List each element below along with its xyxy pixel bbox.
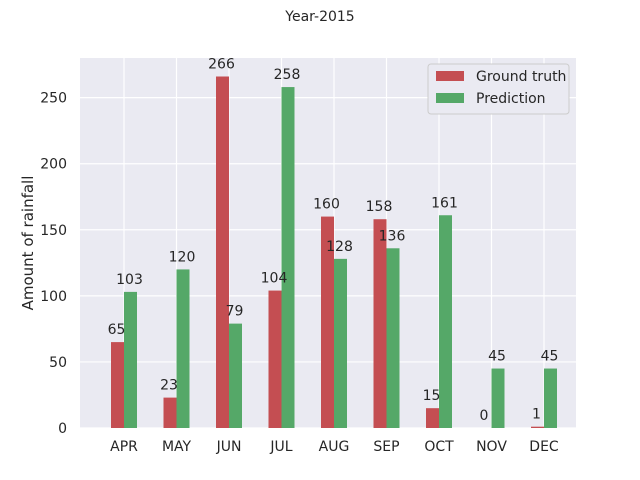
x-tick-label: JUN (216, 439, 242, 455)
bar (531, 426, 544, 428)
data-label: 79 (226, 304, 244, 320)
data-label: 104 (261, 271, 288, 287)
bar (321, 216, 334, 428)
data-label: 258 (274, 67, 301, 83)
legend-label: Ground truth (476, 69, 566, 85)
y-tick-label: 0 (58, 421, 67, 437)
bar (491, 368, 505, 428)
x-tick-label: NOV (476, 439, 507, 455)
bar (229, 323, 242, 428)
y-axis: 0 50 100 150 200 250 (40, 91, 67, 437)
data-label: 0 (480, 408, 489, 424)
bar (111, 342, 124, 428)
data-label: 15 (423, 388, 441, 404)
data-label: 136 (379, 228, 406, 244)
bars (111, 76, 557, 429)
y-tick-label: 100 (40, 289, 67, 305)
x-tick-label: SEP (373, 439, 399, 455)
bar (386, 248, 400, 428)
x-tick-label: AUG (319, 439, 350, 455)
y-tick-label: 250 (40, 91, 67, 107)
bar (176, 269, 190, 428)
bar (124, 291, 137, 428)
bar (373, 219, 387, 428)
legend-swatch (436, 93, 464, 103)
y-tick-label: 200 (40, 157, 67, 173)
bar (281, 87, 295, 429)
data-label: 23 (160, 378, 178, 394)
bar (268, 290, 282, 428)
x-tick-label: APR (110, 439, 138, 455)
chart-title: Year-2015 (284, 9, 354, 25)
bar (163, 397, 177, 428)
bar (544, 368, 557, 428)
bar (334, 258, 347, 428)
x-tick-label: DEC (529, 439, 559, 455)
data-label: 160 (313, 197, 340, 213)
bar (439, 215, 452, 428)
data-label: 65 (108, 322, 126, 338)
x-tick-label: JUL (269, 439, 292, 455)
data-label: 158 (366, 199, 393, 215)
y-axis-label: Amount of rainfall (19, 176, 37, 311)
data-label: 1 (532, 407, 541, 423)
data-label: 45 (541, 349, 559, 365)
y-tick-label: 50 (49, 355, 67, 371)
data-label: 120 (169, 249, 196, 265)
legend: Ground truth Prediction (427, 63, 570, 115)
x-tick-label: OCT (424, 439, 454, 455)
data-label: 161 (431, 195, 458, 211)
bar (426, 408, 439, 428)
data-labels: 65 23 266 104 160 158 15 0 1 103 120 79 258 128 136 161… (108, 57, 559, 425)
data-label: 266 (208, 57, 235, 73)
legend-label: Prediction (476, 91, 546, 107)
x-axis: APR MAY JUN JUL AUG SEP OCT NOV DEC (110, 439, 559, 455)
legend-swatch (436, 71, 464, 81)
data-label: 103 (116, 272, 143, 288)
data-label: 128 (326, 239, 353, 255)
bar (216, 76, 229, 428)
data-label: 45 (488, 349, 506, 365)
x-tick-label: MAY (162, 439, 192, 455)
y-tick-label: 150 (40, 223, 67, 239)
